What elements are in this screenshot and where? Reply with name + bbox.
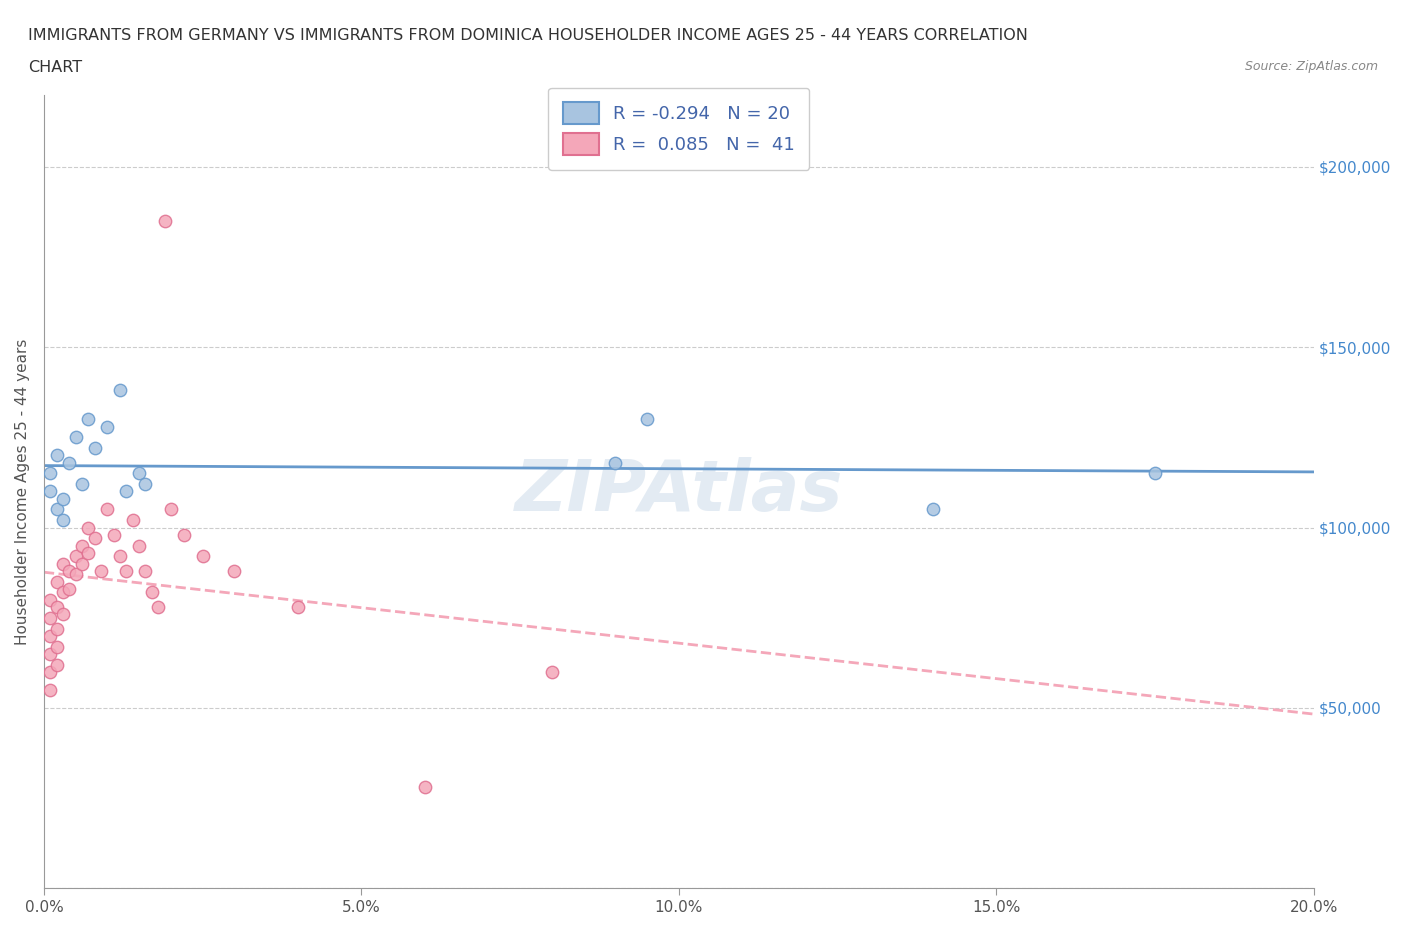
Point [173,527,195,542]
Point [148,600,170,615]
Y-axis label: Householder Income Ages 25 - 44 years: Householder Income Ages 25 - 44 years [15,339,30,644]
Point [65,567,87,582]
Point [45,639,67,654]
Point [191,549,214,564]
Point [134,477,156,492]
Point [39,683,62,698]
Point [65,549,87,564]
Point [70,538,93,553]
Point [96,502,118,517]
Point [1144,466,1167,481]
Point [128,538,150,553]
Point [115,484,138,498]
Point [45,621,67,636]
Point [39,466,62,481]
Point [128,466,150,481]
Text: IMMIGRANTS FROM GERMANY VS IMMIGRANTS FROM DOMINICA HOUSEHOLDER INCOME AGES 25 -: IMMIGRANTS FROM GERMANY VS IMMIGRANTS FR… [28,28,1028,43]
Point [39,664,62,679]
Point [58,581,80,596]
Point [45,574,67,589]
Point [413,779,436,794]
Point [65,430,87,445]
Point [39,610,62,625]
Point [540,664,562,679]
Point [70,477,93,492]
Point [160,502,183,517]
Point [103,527,125,542]
Text: Source: ZipAtlas.com: Source: ZipAtlas.com [1244,60,1378,73]
Point [58,564,80,578]
Point [96,419,118,434]
Point [121,512,143,527]
Point [52,512,75,527]
Point [108,383,131,398]
Point [52,556,75,571]
Text: CHART: CHART [28,60,82,75]
Point [45,600,67,615]
Point [39,592,62,607]
Point [605,455,627,470]
Point [83,531,105,546]
Point [77,545,100,560]
Point [58,455,80,470]
Point [141,585,163,600]
Point [52,491,75,506]
Point [108,549,131,564]
Point [70,556,93,571]
Point [287,600,309,615]
Point [52,606,75,621]
Text: ZIPAtlas: ZIPAtlas [515,457,844,526]
Point [39,629,62,644]
Point [921,502,943,517]
Point [45,448,67,463]
Point [90,564,112,578]
Point [45,658,67,672]
Point [115,564,138,578]
Point [52,585,75,600]
Point [224,564,246,578]
Legend: R = -0.294   N = 20, R =  0.085   N =  41: R = -0.294 N = 20, R = 0.085 N = 41 [548,87,810,170]
Point [153,214,176,229]
Point [636,412,658,427]
Point [83,441,105,456]
Point [77,520,100,535]
Point [39,484,62,498]
Point [77,412,100,427]
Point [134,564,156,578]
Point [45,502,67,517]
Point [39,646,62,661]
